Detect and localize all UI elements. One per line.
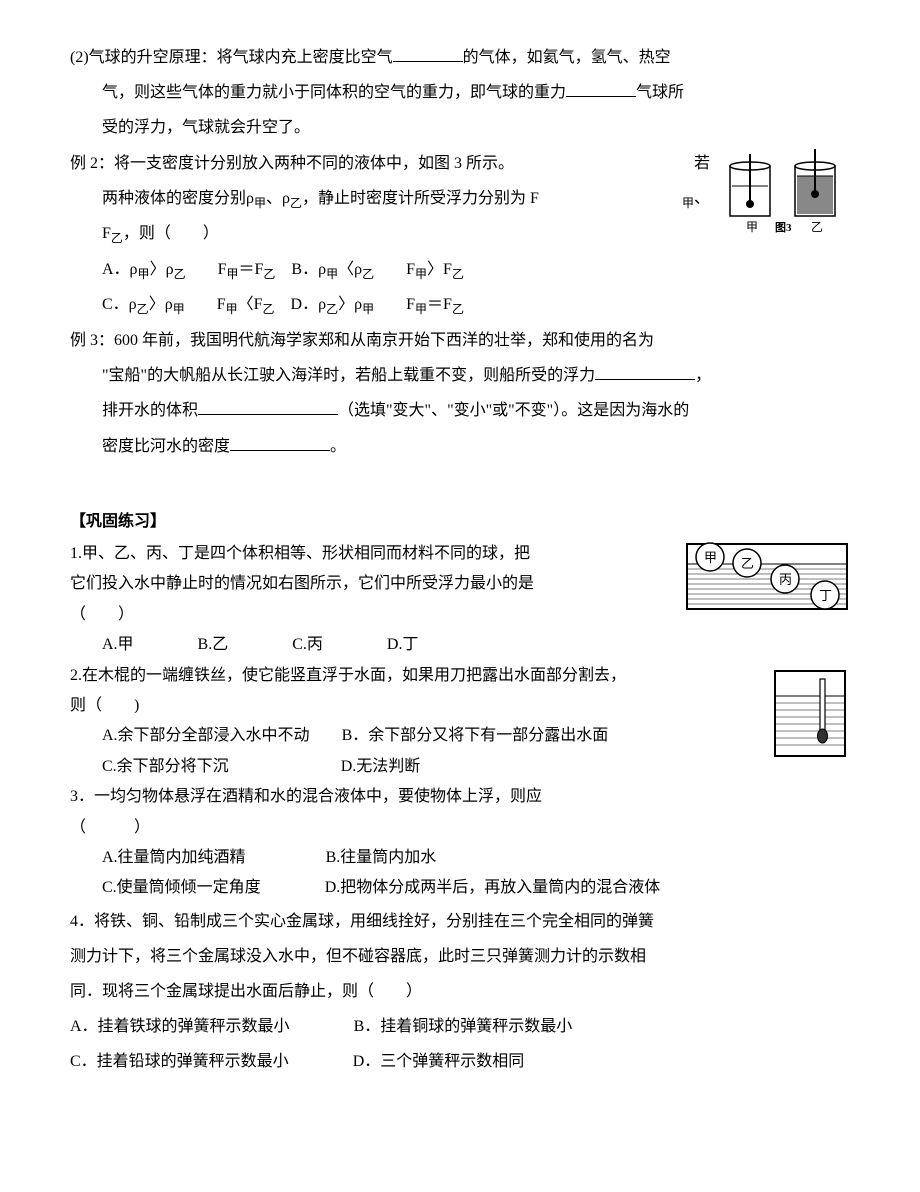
q1-options: A.甲 B.乙 C.丙 D.丁 — [70, 630, 850, 660]
text: 、ρ — [266, 190, 290, 207]
opt-a: A．ρ — [102, 261, 138, 278]
text: 的气体，如氦气，氢气、热空 — [463, 49, 671, 66]
text: 密度比河水的密度 — [102, 438, 230, 455]
q4-options-cd: C．挂着铅球的弹簧秤示数最小 D．三个弹簧秤示数相同 — [70, 1044, 850, 1079]
text: (2)气球的升空原理：将气球内充上密度比空气 — [70, 49, 393, 66]
opt-b: B.往量筒内加水 — [326, 849, 437, 866]
sub: 甲 — [682, 196, 694, 210]
opt-d: D．ρ — [275, 296, 327, 313]
example-3-line3: 排开水的体积 （选填"变大"、"变小"或"不变"）。这是因为海水的 — [70, 393, 850, 428]
text: 气，则这些气体的重力就小于同体积的空气的重力，即气球的重力 — [102, 84, 566, 101]
blank — [393, 45, 463, 62]
sub: 甲 — [254, 196, 266, 210]
q4-line3: 同．现将三个金属球提出水面后静止，则（ ） — [70, 974, 850, 1009]
svg-text:丁: 丁 — [819, 588, 832, 603]
balloon-principle-line2: 气，则这些气体的重力就小于同体积的空气的重力，即气球的重力 气球所 — [70, 75, 850, 110]
text: 受的浮力，气球就会升空了。 — [102, 119, 310, 136]
q4-options-ab: A．挂着铁球的弹簧秤示数最小 B．挂着铜球的弹簧秤示数最小 — [70, 1009, 850, 1044]
density-meter-diagram: 甲 图3 乙 — [720, 146, 850, 236]
balloon-principle-line3: 受的浮力，气球就会升空了。 — [70, 110, 850, 145]
q2-figure — [770, 661, 850, 761]
opt-c: C．挂着铅球的弹簧秤示数最小 — [70, 1053, 289, 1070]
blank — [230, 434, 330, 451]
blank — [566, 80, 636, 97]
label-yi: 乙 — [811, 220, 823, 234]
example-3-line2: "宝船"的大帆船从长江驶入海洋时，若船上载重不变，则船所受的浮力 ， — [70, 358, 850, 393]
four-balls-diagram: 甲 乙 丙 丁 — [685, 539, 850, 614]
text: 。 — [330, 438, 346, 455]
example-3-line4: 密度比河水的密度 。 — [70, 429, 850, 464]
text: （选填"变大"、"变小"或"不变"）。这是因为海水的 — [338, 402, 689, 419]
practice-title: 【巩固练习】 — [70, 504, 850, 539]
opt-b: B．余下部分又将下有一部分露出水面 — [342, 727, 609, 744]
opt-c: C．ρ — [102, 296, 137, 313]
q1-figure: 甲 乙 丙 丁 — [685, 539, 850, 614]
opt-b: B．挂着铜球的弹簧秤示数最小 — [354, 1018, 573, 1035]
q2-line2: 则（ ) — [70, 691, 850, 721]
q2-options-cd: C.余下部分将下沉 D.无法判断 — [70, 752, 850, 782]
text: ，则（ ） — [123, 225, 219, 242]
text: 例 2：将一支密度计分别放入两种不同的液体中，如图 3 所示。 — [70, 155, 514, 172]
text: "宝船"的大帆船从长江驶入海洋时，若船上载重不变，则船所受的浮力 — [102, 367, 595, 384]
opt-a: A.余下部分全部浸入水中不动 — [102, 727, 310, 744]
text: 排开水的体积 — [102, 402, 198, 419]
opt-c: C.使量筒倾倾一定角度 — [102, 879, 261, 896]
opt-a: A.往量筒内加纯酒精 — [102, 849, 246, 866]
figure-3: 甲 图3 乙 — [720, 146, 850, 236]
q3-line1: 3．一均匀物体悬浮在酒精和水的混合液体中，要使物体上浮，则应 — [70, 782, 850, 812]
q3-line2: （ ） — [70, 813, 850, 843]
svg-text:丙: 丙 — [779, 572, 792, 587]
text: ， — [695, 367, 711, 384]
example-2-options-cd: C．ρ乙〉ρ甲 F甲〈F乙 D．ρ乙〉ρ甲 F甲＝F乙 — [70, 287, 850, 323]
q3-options-ab: A.往量筒内加纯酒精 B.往量筒内加水 — [70, 843, 850, 873]
text: 、 — [694, 190, 710, 207]
opt-d: D.把物体分成两半后，再放入量筒内的混合液体 — [325, 879, 661, 896]
balloon-principle-line1: (2)气球的升空原理：将气球内充上密度比空气 的气体，如氦气，氢气、热空 — [70, 40, 850, 75]
opt-b: B．ρ — [275, 261, 326, 278]
text: 两种液体的密度分别ρ — [102, 190, 254, 207]
q3-options-cd: C.使量筒倾倾一定角度 D.把物体分成两半后，再放入量筒内的混合液体 — [70, 873, 850, 903]
text: 例 3：600 年前，我国明代航海学家郑和从南京开始下西洋的壮举，郑和使用的名为 — [70, 332, 654, 349]
opt-a: A．挂着铁球的弹簧秤示数最小 — [70, 1018, 290, 1035]
opt-c: C.余下部分将下沉 — [102, 758, 229, 775]
label-fig3: 图3 — [775, 221, 792, 234]
sub: 乙 — [111, 232, 123, 246]
blank — [198, 398, 338, 415]
opt-d: D．三个弹簧秤示数相同 — [353, 1053, 525, 1070]
label-jia: 甲 — [746, 220, 758, 234]
stick-in-water-diagram — [770, 661, 850, 761]
text: 气球所 — [636, 84, 684, 101]
q4-line1: 4．将铁、铜、铅制成三个实心金属球，用细线拴好，分别挂在三个完全相同的弹簧 — [70, 904, 850, 939]
blank — [595, 363, 695, 380]
svg-text:甲: 甲 — [704, 550, 717, 565]
q4-line2: 测力计下，将三个金属球没入水中，但不碰容器底，此时三只弹簧测力计的示数相 — [70, 939, 850, 974]
q2-options-ab: A.余下部分全部浸入水中不动 B．余下部分又将下有一部分露出水面 — [70, 721, 850, 751]
sub: 乙 — [290, 196, 302, 210]
text: 若 — [694, 146, 710, 181]
text: ，静止时密度计所受浮力分别为 F — [302, 190, 539, 207]
svg-text:乙: 乙 — [741, 556, 754, 571]
text: F — [102, 225, 111, 242]
example-3-line1: 例 3：600 年前，我国明代航海学家郑和从南京开始下西洋的壮举，郑和使用的名为 — [70, 323, 850, 358]
example-2-options-ab: A．ρ甲〉ρ乙 F甲＝F乙 B．ρ甲〈ρ乙 F甲〉F乙 — [70, 252, 850, 288]
opt-d: D.无法判断 — [341, 758, 421, 775]
q2-line1: 2.在木棍的一端缠铁丝，使它能竖直浮于水面，如果用刀把露出水面部分割去， — [70, 661, 850, 691]
